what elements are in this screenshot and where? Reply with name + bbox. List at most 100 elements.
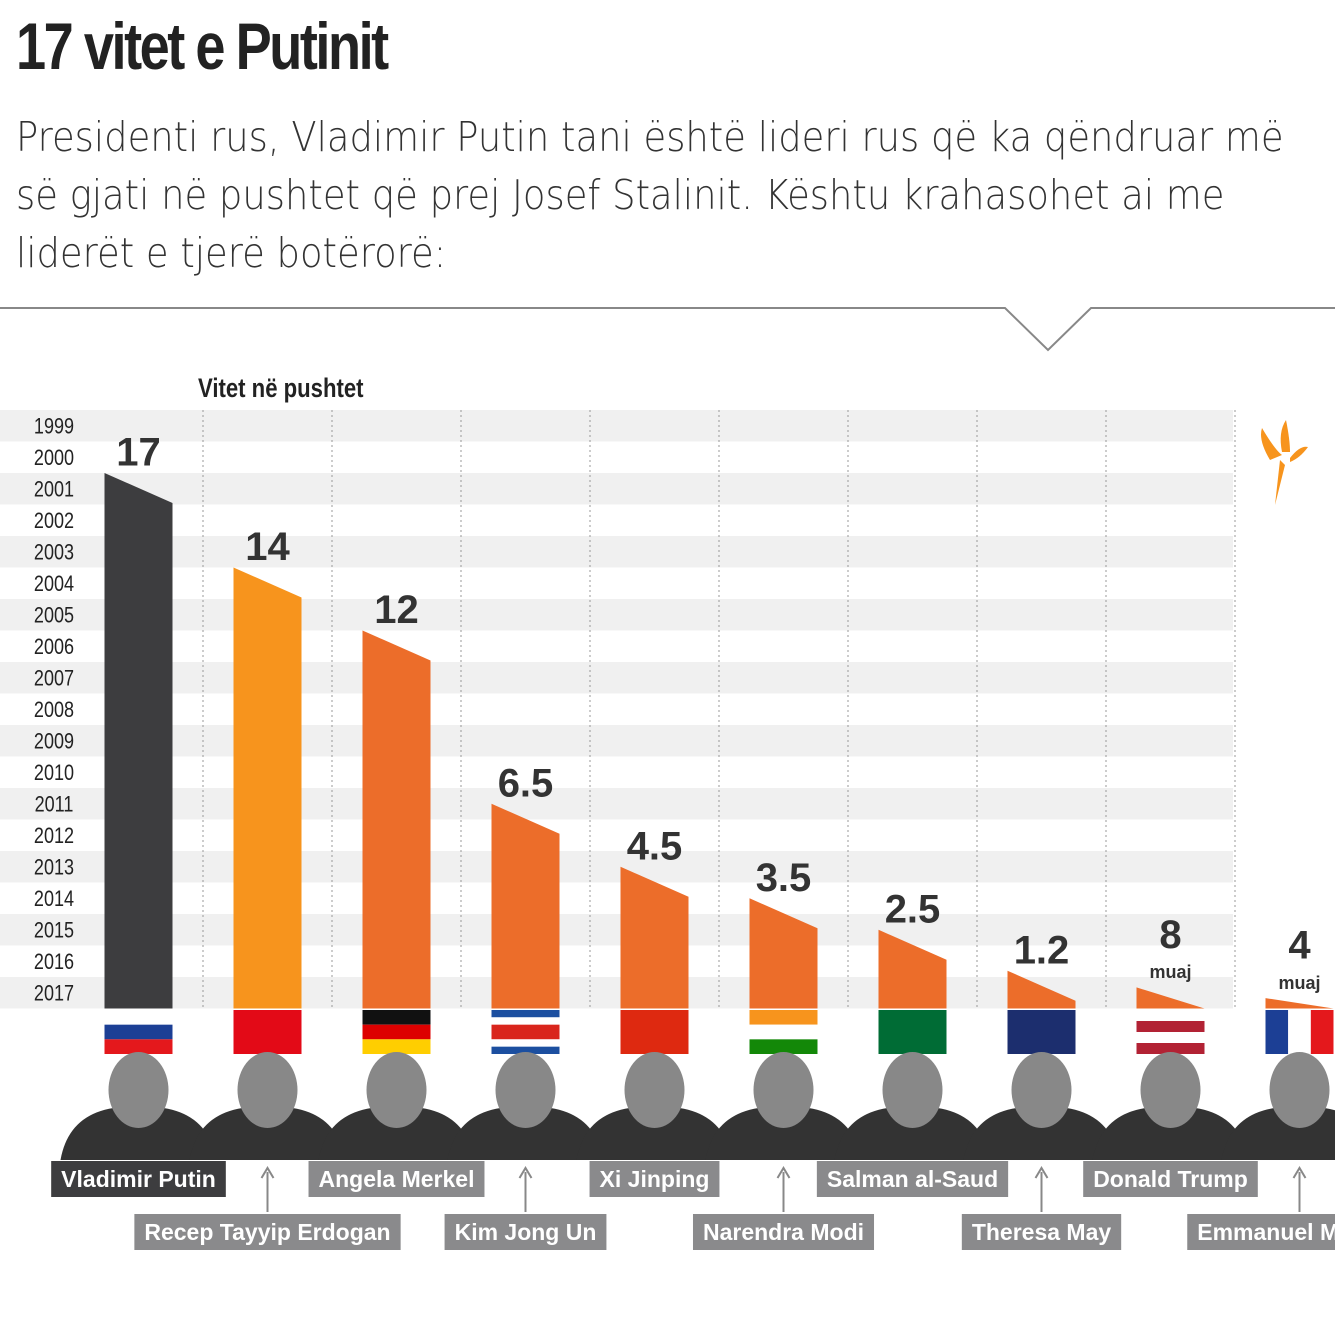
value-label: 2.5 <box>885 887 941 931</box>
row-band <box>0 599 1233 631</box>
bar <box>620 866 689 1009</box>
year-label: 2010 <box>34 761 74 785</box>
row-band <box>0 756 1233 788</box>
flag-stripe <box>1136 1032 1205 1043</box>
leader-name: Emmanuel Macron <box>1197 1219 1335 1245</box>
flag-stripe <box>491 1032 560 1040</box>
flag-stripe <box>362 1039 431 1054</box>
year-label: 2001 <box>34 478 74 502</box>
row-band <box>0 945 1233 977</box>
flag-stripe <box>104 1010 173 1025</box>
bar <box>233 567 302 1009</box>
portrait <box>1092 1108 1249 1160</box>
row-band <box>0 473 1233 505</box>
flag-stripe <box>1265 1010 1289 1054</box>
unit-label: muaj <box>1278 973 1320 993</box>
flag-stripe <box>362 1010 431 1025</box>
leader-name: Salman al-Saud <box>827 1166 998 1192</box>
chart-title: 17 vitet e Putinit <box>16 9 389 83</box>
value-label: 8 <box>1159 913 1181 957</box>
value-label: 14 <box>245 525 290 569</box>
flag-stripe <box>749 1010 818 1025</box>
row-band <box>0 536 1233 568</box>
value-label: 1.2 <box>1014 928 1070 972</box>
row-band <box>0 630 1233 662</box>
flag-stripe <box>362 1024 431 1040</box>
value-label: 4.5 <box>627 824 683 868</box>
bar <box>878 929 947 1009</box>
year-label: 2005 <box>34 604 74 628</box>
row-band <box>0 441 1233 473</box>
bar <box>1136 987 1205 1009</box>
leader-name: Recep Tayyip Erdogan <box>144 1219 390 1245</box>
portrait-head <box>624 1052 685 1128</box>
flag-stripe <box>491 1010 560 1018</box>
bar <box>104 473 173 1009</box>
year-label: 2012 <box>34 824 74 848</box>
year-label: 2014 <box>34 887 74 911</box>
flag-stripe <box>104 1039 173 1054</box>
header-rule <box>0 307 1335 352</box>
portrait-head <box>237 1052 298 1128</box>
leader-name: Narendra Modi <box>703 1219 864 1245</box>
name-box <box>816 1161 1009 1197</box>
year-label: 2002 <box>34 509 74 533</box>
leader-name: Vladimir Putin <box>61 1166 216 1192</box>
portrait-head <box>753 1052 814 1128</box>
year-label: 2006 <box>34 635 74 659</box>
row-band <box>0 851 1233 883</box>
row-bands <box>0 410 1233 1009</box>
value-label: 17 <box>116 431 161 475</box>
axis-label: Vitet në pushtet <box>198 374 364 404</box>
name-box <box>961 1214 1122 1250</box>
leader-name: Kim Jong Un <box>455 1219 597 1245</box>
year-label: 2004 <box>34 572 74 596</box>
portrait-head <box>1011 1052 1072 1128</box>
pointer-head <box>776 1166 791 1179</box>
year-label: 1999 <box>34 415 74 439</box>
portrait <box>834 1108 991 1160</box>
portrait <box>705 1108 862 1160</box>
flag-stripe <box>620 1010 689 1054</box>
leader-name: Donald Trump <box>1093 1166 1248 1192</box>
flag-stripe <box>491 1017 560 1025</box>
portrait <box>447 1108 604 1160</box>
logo <box>1261 420 1308 505</box>
value-label: 4 <box>1288 924 1311 968</box>
portrait-head <box>1140 1052 1201 1128</box>
unit-label: muaj <box>1149 962 1191 982</box>
flag-stripe <box>749 1024 818 1040</box>
flag-stripe <box>1136 1010 1205 1021</box>
year-label: 2009 <box>34 730 74 754</box>
portrait-head <box>108 1052 169 1128</box>
chart-subtitle: Presidenti rus, Vladimir Putin tani ësht… <box>16 113 1284 277</box>
pointer-head <box>1292 1166 1307 1179</box>
bar <box>362 630 431 1009</box>
flag-stripe <box>491 1024 560 1032</box>
year-label: 2013 <box>34 856 74 880</box>
row-band <box>0 504 1233 536</box>
bar <box>1265 998 1334 1009</box>
leader-name: Angela Merkel <box>319 1166 475 1192</box>
year-label: 2003 <box>34 541 74 565</box>
flag-stripe <box>104 1024 173 1040</box>
portrait <box>318 1108 475 1160</box>
name-box <box>51 1161 226 1197</box>
portrait <box>576 1108 733 1160</box>
portrait <box>963 1108 1120 1160</box>
row-band <box>0 788 1233 820</box>
name-box <box>308 1161 485 1197</box>
name-box <box>692 1214 875 1250</box>
pointer-head <box>518 1166 533 1179</box>
name-box <box>1083 1161 1258 1197</box>
year-label: 2017 <box>34 982 74 1006</box>
year-label: 2016 <box>34 950 74 974</box>
flag-stripe <box>491 1039 560 1047</box>
flag-stripe <box>878 1010 947 1054</box>
pointer-head <box>260 1166 275 1179</box>
flag-stripe <box>233 1010 302 1054</box>
portrait <box>60 1108 217 1160</box>
row-band <box>0 693 1233 725</box>
